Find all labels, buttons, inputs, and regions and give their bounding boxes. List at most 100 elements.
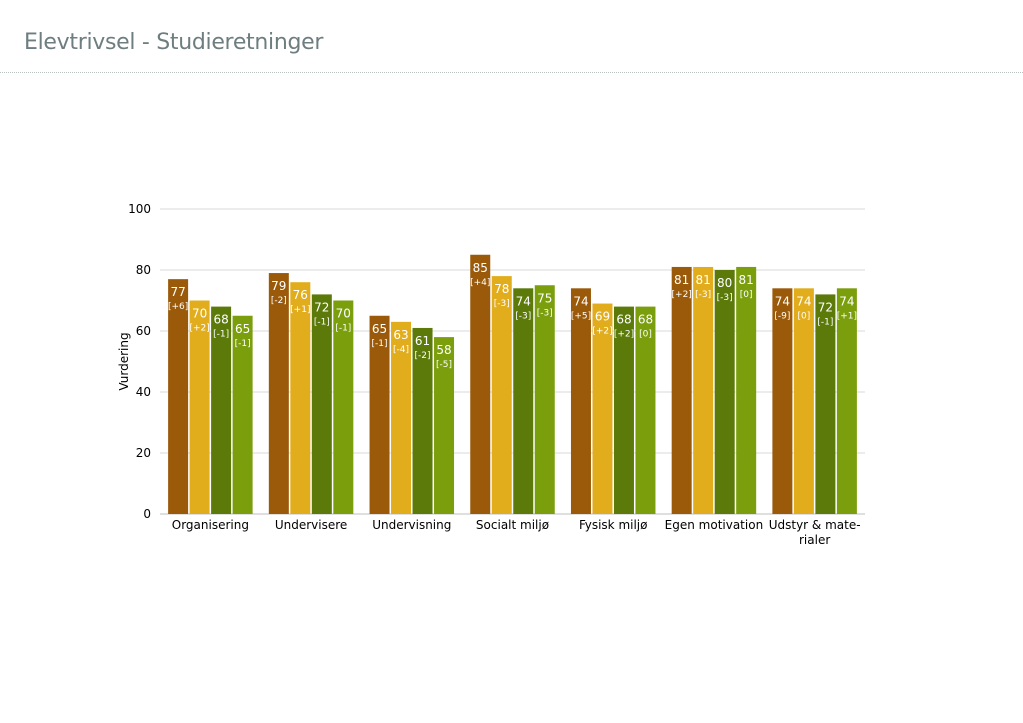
bar	[211, 306, 232, 514]
category-label: Egen motivation	[665, 518, 764, 532]
y-tick-label: 0	[143, 507, 151, 521]
category-label: Udstyr & mate-	[769, 518, 861, 532]
change-label: [+2]	[614, 330, 634, 340]
change-label: [-1]	[372, 339, 388, 349]
value-label: 74	[516, 294, 531, 308]
bar	[391, 321, 412, 514]
bar	[793, 288, 814, 514]
bar	[491, 276, 512, 514]
change-label: [-1]	[314, 317, 330, 327]
value-label: 72	[818, 300, 833, 314]
bar	[268, 273, 289, 514]
value-label: 76	[293, 288, 308, 302]
value-label: 68	[213, 313, 228, 327]
value-label: 81	[739, 273, 754, 287]
value-label: 81	[674, 273, 689, 287]
value-label: 75	[537, 291, 552, 305]
title-divider	[0, 72, 1023, 73]
change-label: [+2]	[592, 327, 612, 337]
value-label: 58	[436, 343, 451, 357]
bar	[772, 288, 793, 514]
bar	[534, 285, 555, 514]
bar	[232, 315, 253, 514]
category-label: Undervisere	[275, 518, 347, 532]
value-label: 80	[717, 276, 732, 290]
change-label: [+2]	[672, 290, 692, 300]
category-label: Socialt miljø	[476, 518, 549, 532]
value-label: 68	[638, 313, 653, 327]
category-label: Undervisning	[372, 518, 451, 532]
y-tick-label: 60	[136, 324, 151, 338]
y-axis-label: Vurdering	[117, 332, 131, 390]
category-label: rialer	[799, 533, 830, 547]
x-axis-categories: Organisering Undervisere Undervisning Socia…	[172, 518, 861, 547]
value-label: 68	[616, 313, 631, 327]
bar	[714, 270, 735, 514]
bar	[470, 254, 491, 514]
bars	[168, 254, 857, 514]
value-label: 77	[170, 285, 185, 299]
bar	[635, 306, 656, 514]
data-labels: 77 [+6] 70 [+2] 68 [-1] 65 [-1] 79 [-2] 76 [+1] 72 [-…	[168, 261, 857, 370]
value-label: 74	[573, 294, 588, 308]
bar	[815, 294, 836, 514]
y-tick-label: 100	[128, 202, 151, 216]
change-label: [-3]	[717, 293, 733, 303]
bar	[189, 300, 210, 514]
bar	[434, 337, 455, 514]
value-label: 79	[271, 279, 286, 293]
y-tick-label: 20	[136, 446, 151, 460]
bar	[333, 300, 354, 514]
bar	[693, 266, 714, 514]
change-label: [-1]	[235, 339, 251, 349]
bar	[311, 294, 332, 514]
change-label: [+1]	[837, 311, 857, 321]
value-label: 69	[595, 310, 610, 324]
change-label: [-9]	[774, 311, 790, 321]
value-label: 74	[775, 294, 790, 308]
change-label: [-3]	[494, 299, 510, 309]
change-label: [-2]	[415, 351, 431, 361]
change-label: [-4]	[393, 345, 409, 355]
value-label: 78	[494, 282, 509, 296]
change-label: [-2]	[271, 296, 287, 306]
bar	[168, 279, 189, 514]
change-label: [-3]	[515, 311, 531, 321]
value-label: 63	[393, 328, 408, 342]
change-label: [-3]	[537, 308, 553, 318]
value-label: 81	[696, 273, 711, 287]
bar	[570, 288, 591, 514]
bar	[513, 288, 534, 514]
change-label: [-3]	[695, 290, 711, 300]
change-label: [0]	[740, 290, 753, 300]
category-label: Fysisk miljø	[579, 518, 648, 532]
bar	[736, 266, 757, 514]
y-axis-ticks: 0 20 40 60 80 100	[128, 202, 151, 521]
change-label: [-1]	[213, 330, 229, 340]
bar	[369, 315, 390, 514]
value-label: 74	[839, 294, 854, 308]
value-label: 85	[473, 261, 488, 275]
change-label: [-1]	[335, 324, 351, 334]
bar	[671, 266, 692, 514]
change-label: [0]	[639, 330, 652, 340]
bar	[836, 288, 857, 514]
bar	[412, 327, 433, 514]
y-tick-label: 40	[136, 385, 151, 399]
value-label: 65	[372, 322, 387, 336]
change-label: [+1]	[290, 305, 310, 315]
value-label: 61	[415, 334, 430, 348]
gridlines	[160, 208, 865, 515]
value-label: 70	[192, 307, 207, 321]
bar	[290, 282, 311, 514]
category-label: Organisering	[172, 518, 249, 532]
change-label: [+2]	[189, 324, 209, 334]
change-label: [-1]	[817, 317, 833, 327]
value-label: 65	[235, 322, 250, 336]
change-label: [+6]	[168, 302, 188, 312]
value-label: 72	[314, 300, 329, 314]
value-label: 74	[796, 294, 811, 308]
change-label: [+5]	[571, 311, 591, 321]
y-tick-label: 80	[136, 263, 151, 277]
